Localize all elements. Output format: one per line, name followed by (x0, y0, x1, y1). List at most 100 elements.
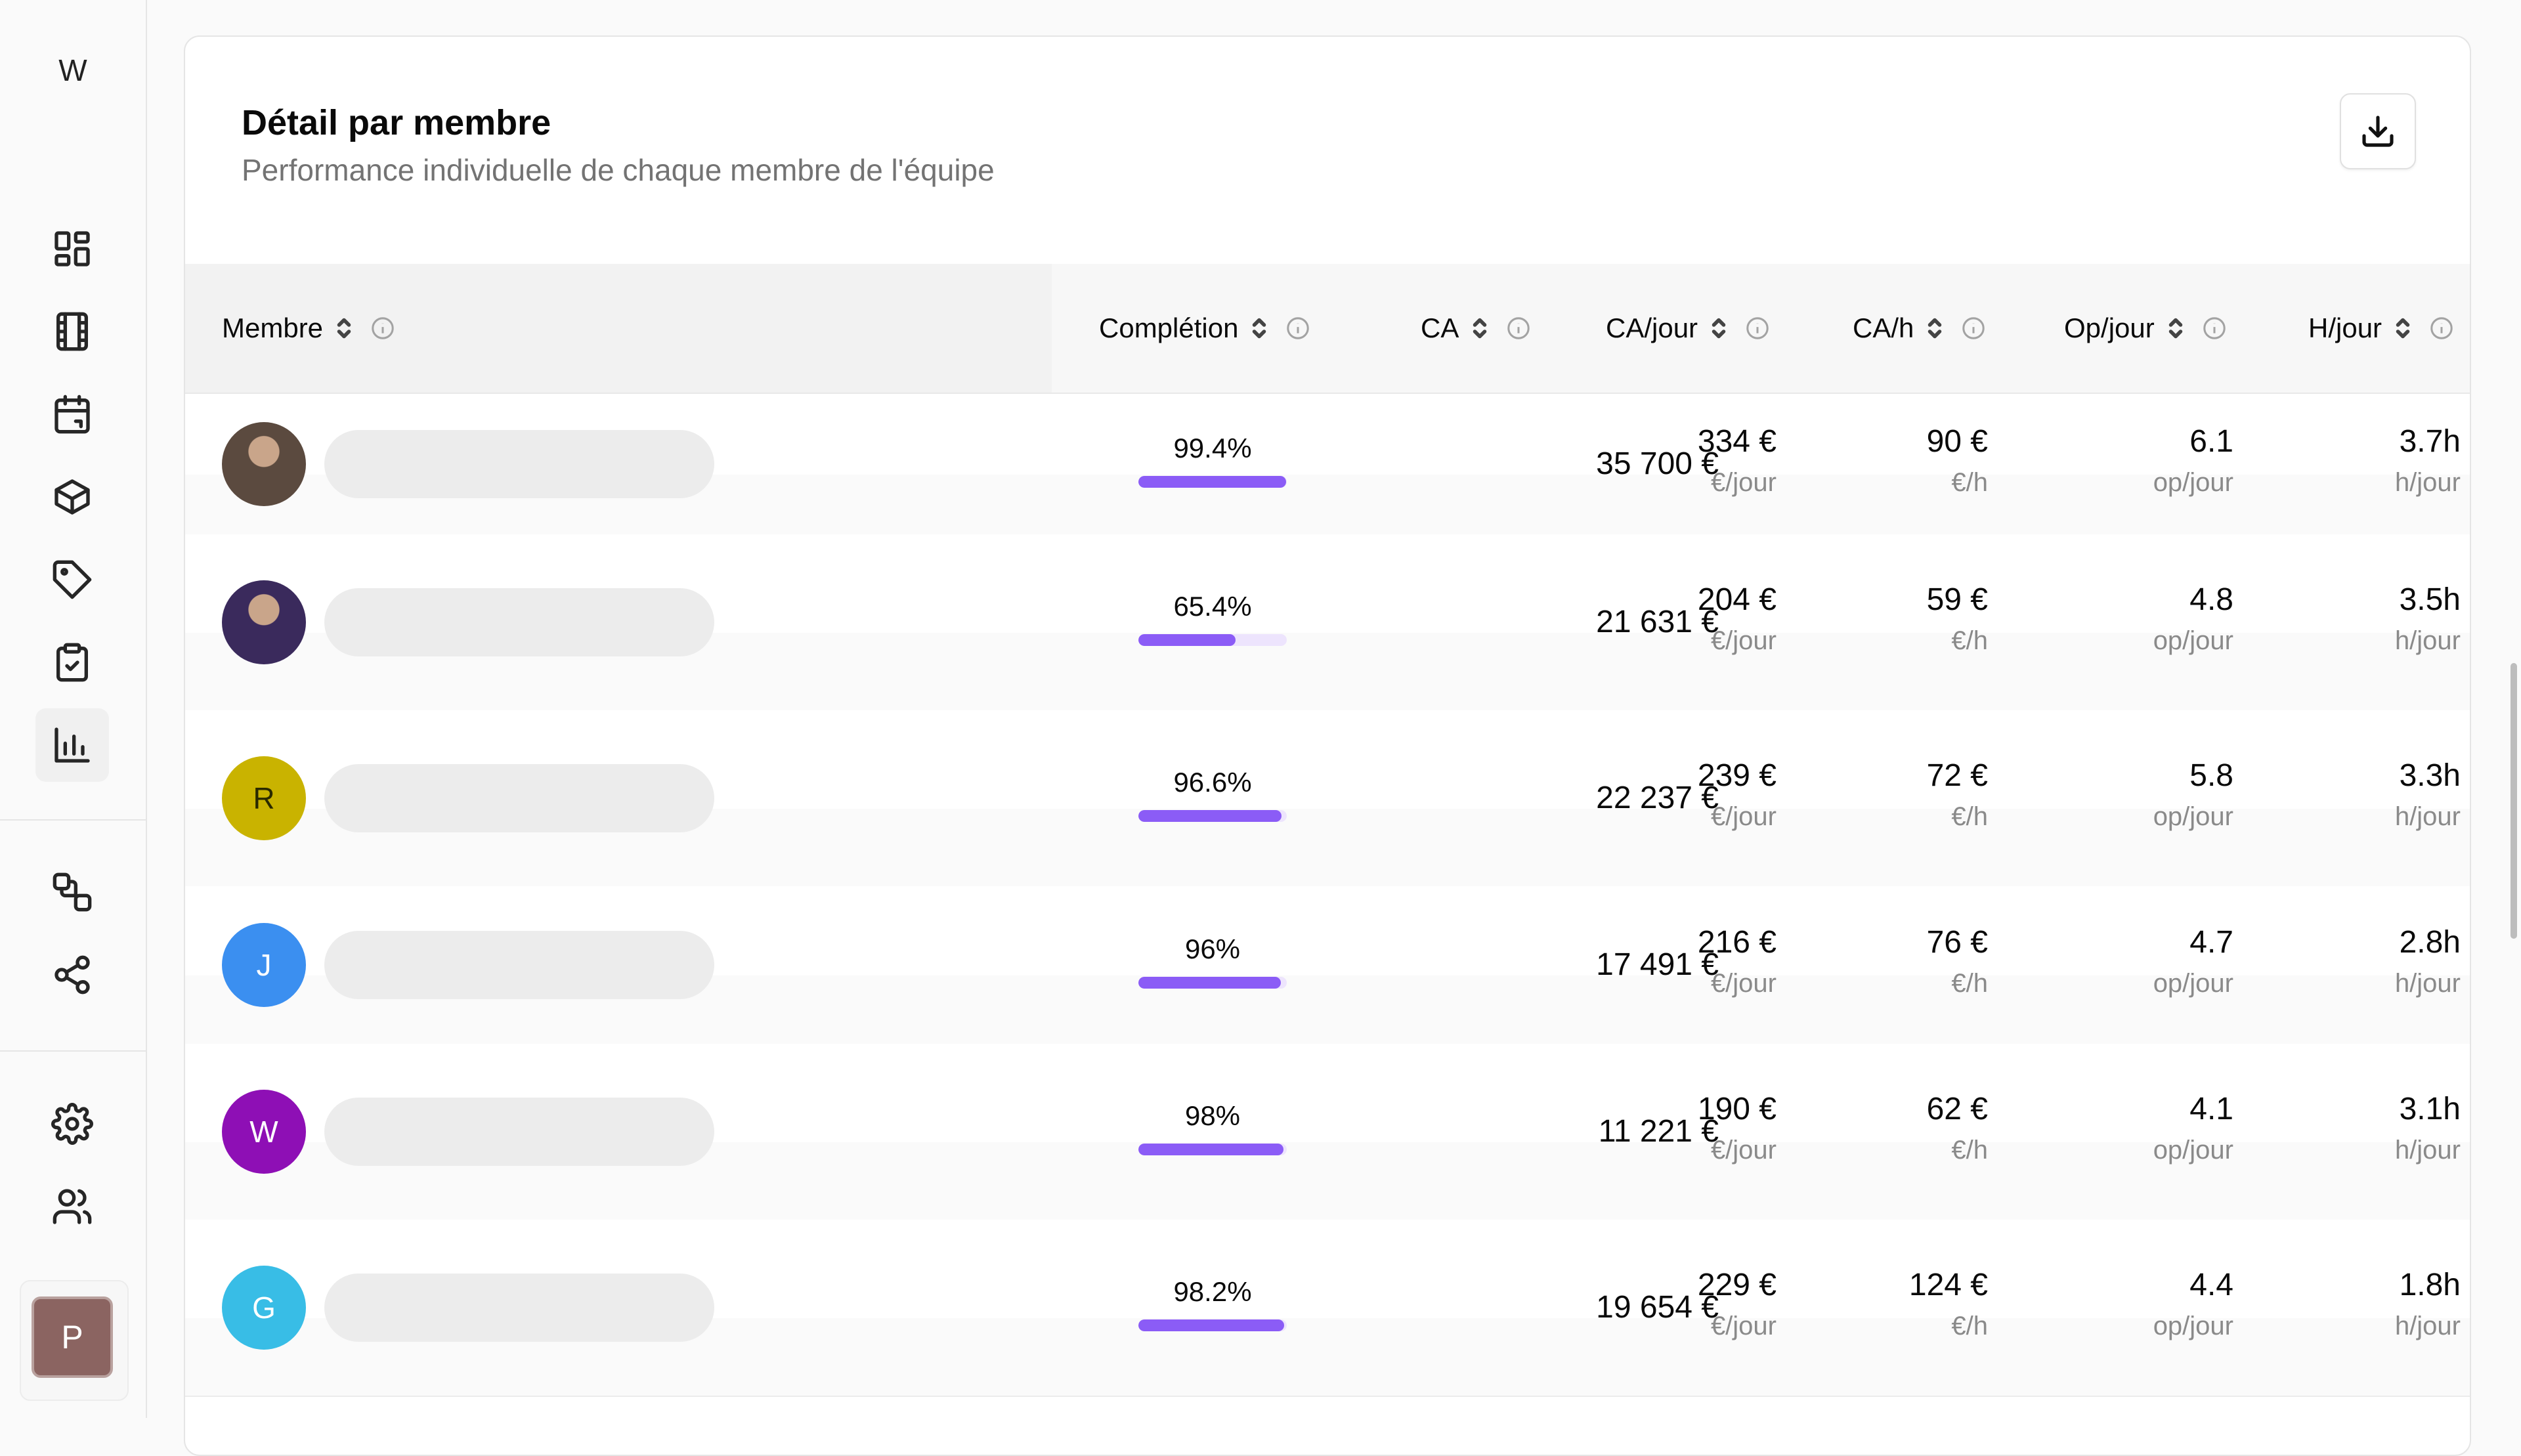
member-column-header-bg (185, 264, 1052, 393)
table-row[interactable]: 99.4% 35 700 €334 € €/jour 90 € €/h 6.1 op/jou… (185, 394, 2470, 536)
ca-day-unit: €/jour (1710, 468, 1777, 497)
op-day-value: 4.7 (2189, 925, 2233, 960)
completion-progress-fill (1138, 1319, 1284, 1331)
op-day-value: 4.4 (2189, 1268, 2233, 1302)
member-detail-card: Détail par membre Performance individuel… (184, 35, 2471, 1456)
squares-link-icon (53, 872, 92, 912)
completion-progress-bar (1138, 634, 1287, 646)
column-header-ca-day[interactable]: CA/jour (1606, 264, 1770, 393)
h-day-value: 3.7h (2399, 424, 2461, 459)
download-icon (2362, 116, 2394, 147)
ca-hour-unit: €/h (1951, 626, 1988, 655)
column-header-ca-hour[interactable]: CA/h (1853, 264, 1986, 393)
info-icon[interactable] (370, 316, 395, 341)
completion-progress-fill (1138, 977, 1281, 989)
ca-hour-unit: €/h (1951, 969, 1988, 998)
table-row[interactable]: W 98% 11 221 €190 € €/jour 62 € €/h 4.1 op/jour… (185, 1044, 2470, 1221)
sort-icon[interactable] (1926, 315, 1944, 341)
sort-icon[interactable] (2394, 315, 2412, 341)
info-icon[interactable] (2429, 316, 2454, 341)
h-day-unit: h/jour (2394, 626, 2461, 655)
op-day-unit: op/jour (2153, 1136, 2233, 1165)
member-name-redacted (324, 588, 714, 656)
h-day-unit: h/jour (2394, 468, 2461, 497)
column-header-op-day[interactable]: Op/jour (2064, 264, 2227, 393)
column-header-ca[interactable]: CA (1421, 264, 1531, 393)
ca-hour-unit: €/h (1951, 468, 1988, 497)
brand-logo[interactable]: W (58, 53, 87, 87)
completion-cell: 96.6% (1138, 767, 1287, 822)
ca-day-value: 216 € (1697, 925, 1777, 960)
info-icon[interactable] (2202, 316, 2227, 341)
member-avatar (222, 580, 306, 664)
nav-analytics[interactable] (35, 708, 109, 782)
scrollbar-thumb[interactable] (2510, 663, 2517, 939)
completion-cell: 98% (1138, 1100, 1287, 1155)
table-row[interactable]: R 96.6% 22 237 €239 € €/jour 72 € €/h 5.8 op/jo… (185, 710, 2470, 888)
film-icon (56, 312, 88, 351)
completion-cell: 99.4% (1138, 433, 1287, 488)
column-label: Op/jour (2064, 312, 2155, 343)
sort-icon[interactable] (1710, 315, 1728, 341)
ca-day-unit: €/jour (1710, 802, 1777, 831)
ca-day-unit: €/jour (1710, 1136, 1777, 1165)
nav-integrations[interactable] (35, 855, 109, 929)
completion-progress-bar (1138, 1144, 1287, 1155)
nav-share[interactable] (35, 938, 109, 1012)
h-day-unit: h/jour (2394, 969, 2461, 998)
info-icon[interactable] (1745, 316, 1770, 341)
sort-icon[interactable] (1471, 315, 1489, 341)
box-icon (54, 479, 90, 515)
op-day-unit: op/jour (2153, 626, 2233, 655)
table-row[interactable]: G 98.2% 19 654 €229 € €/jour 124 € €/h 4.4 op/j… (185, 1220, 2470, 1397)
table-row[interactable]: 65.4% 21 631 €204 € €/jour 59 € €/h 4.8 op/jou… (185, 534, 2470, 712)
sort-icon[interactable] (2166, 315, 2185, 341)
info-icon[interactable] (1506, 316, 1531, 341)
nav-team[interactable] (35, 1170, 109, 1243)
column-header-h-day[interactable]: H/jour (2308, 264, 2454, 393)
op-day-value: 4.1 (2189, 1092, 2233, 1126)
nav-tasks[interactable] (35, 626, 109, 699)
nav-products[interactable] (35, 460, 109, 534)
completion-cell: 96% (1138, 933, 1287, 989)
completion-progress-bar (1138, 977, 1287, 989)
ca-day-value: 239 € (1697, 758, 1777, 793)
nav-calendar[interactable] (35, 377, 109, 451)
ca-hour-unit: €/h (1951, 1136, 1988, 1165)
member-avatar (222, 422, 306, 506)
completion-progress-fill (1138, 634, 1236, 646)
completion-cell: 65.4% (1138, 591, 1287, 646)
member-name-redacted (324, 764, 714, 832)
column-header-completion[interactable]: Complétion (1099, 264, 1310, 393)
column-header-member[interactable]: Membre (222, 264, 395, 393)
nav-tags[interactable] (35, 543, 109, 616)
ca-day-value: 204 € (1697, 582, 1777, 617)
download-button[interactable] (2340, 93, 2416, 169)
completion-value: 98% (1184, 1100, 1241, 1131)
info-icon[interactable] (1285, 316, 1310, 341)
nav-settings[interactable] (35, 1087, 109, 1161)
nav-media[interactable] (35, 295, 109, 368)
h-day-value: 2.8h (2399, 925, 2461, 960)
completion-value: 99.4% (1173, 433, 1252, 463)
ca-day-unit: €/jour (1710, 1312, 1777, 1340)
ca-hour-value: 124 € (1908, 1268, 1988, 1302)
sort-icon[interactable] (335, 315, 353, 341)
bar-chart-icon (54, 727, 90, 763)
completion-progress-fill (1138, 476, 1286, 488)
member-avatar: J (222, 923, 306, 1007)
completion-value: 96% (1184, 933, 1241, 964)
column-label: H/jour (2308, 312, 2382, 343)
nav-dashboard[interactable] (35, 212, 109, 286)
sort-icon[interactable] (1250, 315, 1268, 341)
h-day-value: 1.8h (2399, 1268, 2461, 1302)
op-day-value: 4.8 (2189, 582, 2233, 617)
info-icon[interactable] (1961, 316, 1986, 341)
ca-day-value: 190 € (1697, 1092, 1777, 1126)
tag-icon (53, 560, 92, 599)
op-day-value: 5.8 (2189, 758, 2233, 793)
user-avatar[interactable]: P (32, 1296, 113, 1378)
share-icon (54, 955, 90, 995)
table-row[interactable]: J 96% 17 491 €216 € €/jour 76 € €/h 4.7 op/jour… (185, 886, 2470, 1045)
ca-day-unit: €/jour (1710, 626, 1777, 655)
